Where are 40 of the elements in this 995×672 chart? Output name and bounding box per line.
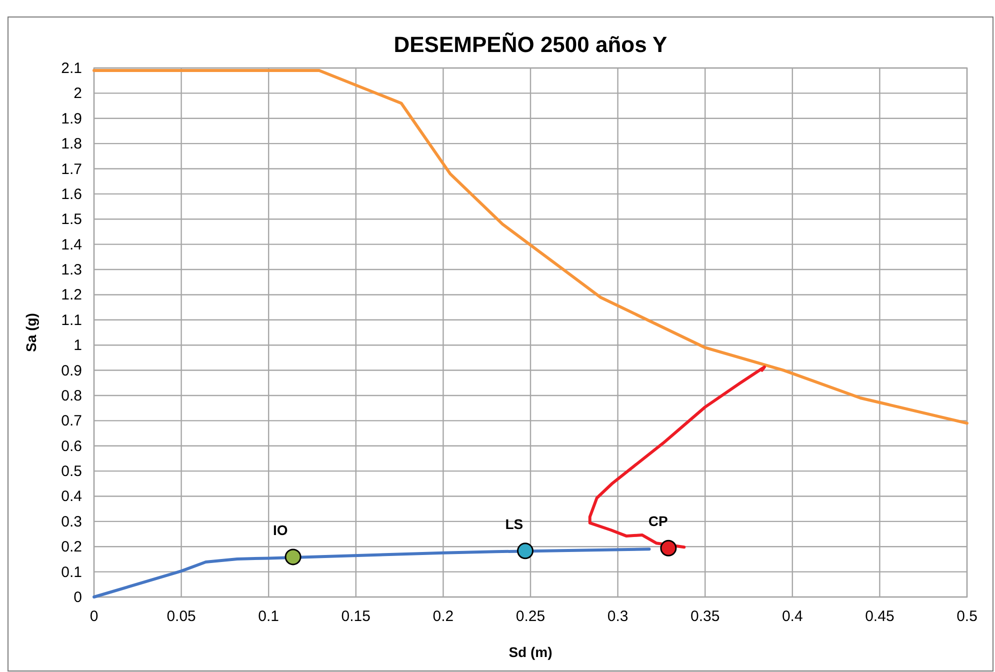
y-axis-title: Sa (g) xyxy=(23,313,39,352)
y-tick-label: 1.5 xyxy=(61,211,82,228)
y-tick-label: 0.6 xyxy=(61,438,82,455)
x-axis-title: Sd (m) xyxy=(508,644,552,660)
y-tick-label: 0 xyxy=(74,589,82,606)
y-tick-label: 1.6 xyxy=(61,186,82,203)
y-tick-label: 2.1 xyxy=(61,60,82,77)
y-tick-label: 0.1 xyxy=(61,564,82,581)
line-series xyxy=(92,548,651,598)
x-tick-label: 0.05 xyxy=(166,608,196,625)
y-tick-label: 1.4 xyxy=(61,236,82,254)
x-tick-label: 0.2 xyxy=(432,608,454,625)
series-label: CP xyxy=(648,513,668,530)
y-tick-label: 0.2 xyxy=(61,538,82,556)
chart-title: DESEMPEÑO 2500 años Y xyxy=(394,32,668,57)
y-tick-label: 0.8 xyxy=(61,387,82,404)
y-tick-label: 0.3 xyxy=(61,513,82,530)
series-label: IO xyxy=(273,522,288,538)
x-tick-label: 0.4 xyxy=(782,608,803,625)
y-tick-label: 1.1 xyxy=(61,312,82,329)
x-tick-label: 0.1 xyxy=(258,608,280,625)
y-tick-label: 0.4 xyxy=(61,488,82,506)
y-tick-label: 1 xyxy=(74,337,82,354)
x-tick-label: 0 xyxy=(90,608,98,625)
y-tick-label: 1.7 xyxy=(61,160,82,178)
x-tick-label: 0.25 xyxy=(516,608,546,625)
x-tick-label: 0.45 xyxy=(865,608,894,625)
x-tick-label: 0.15 xyxy=(341,608,370,625)
y-tick-label: 0.5 xyxy=(61,463,82,480)
y-tick-label: 0.7 xyxy=(61,412,82,430)
y-tick-label: 1.8 xyxy=(61,136,82,153)
x-tick-label: 0.3 xyxy=(607,608,628,625)
y-tick-label: 1.9 xyxy=(61,110,82,128)
series-label: LS xyxy=(505,516,524,532)
y-tick-label: 1.3 xyxy=(61,262,82,279)
y-tick-label: 0.9 xyxy=(61,362,82,380)
y-tick-label: 2 xyxy=(74,85,82,102)
x-tick-label: 0.35 xyxy=(690,608,720,625)
x-tick-label: 0.5 xyxy=(956,608,978,625)
y-tick-label: 1.2 xyxy=(61,286,82,304)
